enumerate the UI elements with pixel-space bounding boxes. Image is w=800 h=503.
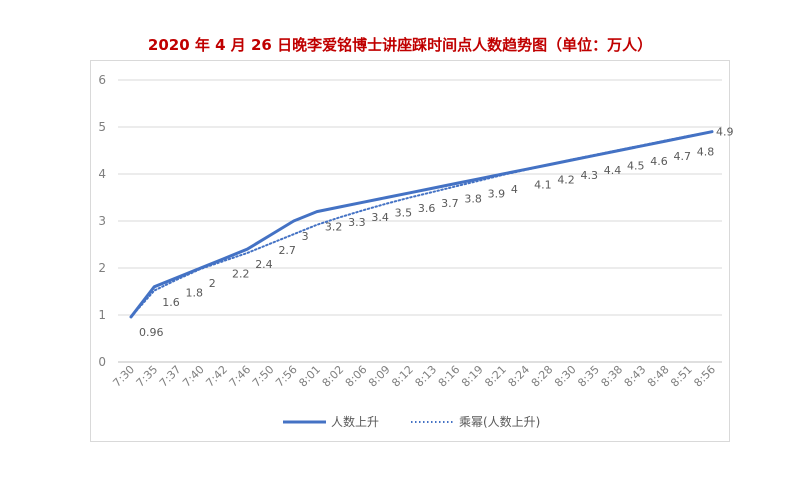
- x-tick-label: 8:06: [343, 363, 370, 390]
- x-tick-label: 7:46: [227, 363, 254, 390]
- data-label: 4.7: [674, 150, 692, 163]
- data-label: 0.96: [139, 326, 164, 339]
- data-label: 2.4: [255, 258, 273, 271]
- y-axis: 0 1 2 3 4 5 6: [98, 73, 106, 369]
- legend: 人数上升 乘幂(人数上升): [283, 414, 540, 429]
- legend-label: 人数上升: [331, 414, 379, 429]
- x-tick-label: 8:01: [296, 363, 323, 390]
- data-label: 2.7: [278, 244, 296, 257]
- data-label: 4.4: [604, 164, 622, 177]
- data-label: 4.3: [581, 169, 599, 182]
- data-label: 4.9: [716, 126, 734, 139]
- data-label: 3.6: [418, 202, 436, 215]
- x-tick-label: 7:30: [110, 363, 137, 390]
- data-label: 4.2: [557, 174, 575, 187]
- x-tick-label: 8:35: [575, 363, 602, 390]
- x-tick-label: 7:35: [134, 363, 161, 390]
- data-label: 1.6: [162, 296, 180, 309]
- data-label: 2: [209, 277, 216, 290]
- x-tick-label: 8:02: [320, 363, 347, 390]
- y-tick-label: 5: [98, 120, 106, 134]
- x-tick-label: 8:19: [459, 363, 486, 390]
- data-label: 3.3: [348, 216, 366, 229]
- chart-title: 2020 年 4 月 26 日晚李爱铭博士讲座踩时间点人数趋势图（单位：万人）: [147, 36, 653, 54]
- x-tick-label: 8:21: [482, 363, 509, 390]
- x-tick-label: 8:43: [622, 363, 649, 390]
- data-label: 3.4: [371, 211, 389, 224]
- gridlines: [118, 79, 722, 363]
- x-tick-label: 7:40: [180, 363, 207, 390]
- y-tick-label: 6: [98, 73, 106, 87]
- data-label: 4.5: [627, 160, 645, 173]
- x-tick-label: 8:24: [506, 363, 533, 390]
- y-tick-label: 2: [98, 261, 106, 275]
- x-tick-label: 7:42: [203, 363, 230, 390]
- data-label: 3: [302, 230, 309, 243]
- x-tick-label: 8:12: [389, 363, 416, 390]
- x-tick-label: 8:30: [552, 363, 579, 390]
- x-tick-label: 8:09: [366, 363, 393, 390]
- x-tick-label: 8:13: [413, 363, 440, 390]
- y-tick-label: 1: [98, 308, 106, 322]
- data-labels: 0.96 1.6 1.8 2 2.2 2.4 2.7 3 3.2 3.3 3.4 3.5 3.6 3.7 3…: [139, 126, 734, 339]
- series-group: [129, 130, 714, 319]
- x-tick-label: 7:56: [273, 363, 300, 390]
- main-series-line: [129, 130, 714, 319]
- y-tick-label: 4: [98, 167, 106, 181]
- x-tick-label: 8:56: [691, 363, 718, 390]
- data-label: 4.6: [650, 155, 668, 168]
- data-label: 2.2: [232, 268, 250, 281]
- legend-label: 乘幂(人数上升): [459, 414, 540, 429]
- data-label: 3.5: [395, 207, 413, 220]
- data-label: 4: [511, 183, 518, 196]
- x-tick-label: 7:37: [157, 363, 184, 390]
- x-tick-label: 7:50: [250, 363, 277, 390]
- x-tick-label: 8:48: [645, 363, 672, 390]
- data-label: 4.8: [697, 145, 715, 158]
- chart-area: [90, 60, 730, 442]
- y-tick-label: 3: [98, 214, 106, 228]
- trendline-series: [130, 130, 713, 318]
- data-label: 3.2: [325, 221, 343, 234]
- data-label: 1.8: [185, 286, 203, 299]
- y-tick-label: 0: [98, 355, 106, 369]
- data-label: 3.9: [488, 188, 506, 201]
- x-tick-label: 8:16: [436, 363, 463, 390]
- x-tick-label: 8:28: [529, 363, 556, 390]
- x-tick-label: 8:51: [668, 363, 695, 390]
- x-tick-label: 8:38: [599, 363, 626, 390]
- data-label: 3.8: [464, 192, 482, 205]
- data-label: 4.1: [534, 178, 552, 191]
- x-axis: 7:307:357:377:407:427:467:507:568:018:02…: [110, 363, 718, 390]
- data-label: 3.7: [441, 197, 459, 210]
